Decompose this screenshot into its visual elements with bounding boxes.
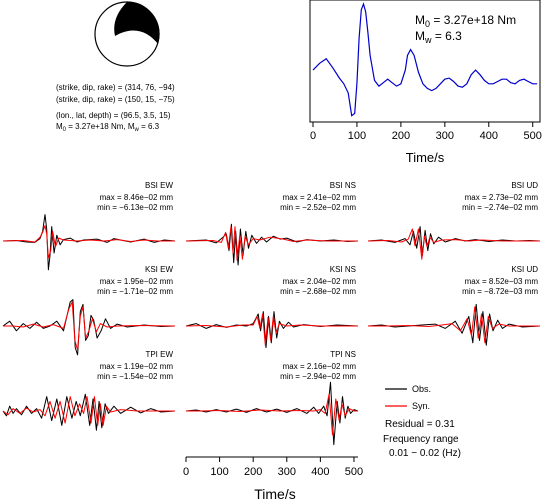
station-label: KSI NS: [330, 265, 356, 274]
observed-trace: [185, 223, 359, 266]
frequency-range-value: 0.01 − 0.02 (Hz): [389, 448, 461, 459]
station-label: BSI NS: [330, 181, 356, 190]
beachball: [94, 1, 160, 67]
stf-panel: M0 = 3.27e+18 Nm Mw = 6.3 0 100 200 300 400 5…: [309, 0, 542, 165]
source-param-line-3: (lon., lat, depth) = (96.5, 3.5, 15): [56, 111, 171, 120]
synthetic-trace: [186, 393, 358, 436]
max-amplitude: max = 8.46e−02 mm: [100, 193, 174, 202]
legend: Obs. Syn.: [385, 384, 431, 411]
source-parameters: (strike, dip, rake) = (314, 76, −94) (st…: [56, 83, 175, 133]
synthetic-trace: [185, 226, 358, 261]
station-label: BSI UD: [511, 181, 538, 190]
stf-xlabel: Time/s: [406, 150, 445, 165]
source-param-line-2: (strike, dip, rake) = (150, 15, −75): [56, 95, 175, 104]
min-amplitude: min = −6.13e−02 mm: [97, 203, 173, 212]
residual-label: Residual = 0.31: [385, 419, 455, 430]
min-amplitude: min = −2.94e−02 mm: [280, 372, 356, 381]
source-moment-line: M0 = 3.27e+18 Nm, Mw = 6.3: [56, 122, 160, 133]
synthetic-trace: [367, 228, 540, 260]
station-label: KSI UD: [511, 265, 538, 274]
station-label: BSI EW: [145, 181, 173, 190]
synthetic-trace: [185, 313, 358, 346]
observed-trace: [2, 393, 176, 431]
xtick-label: 500: [345, 466, 363, 478]
legend-obs-label: Obs.: [412, 384, 431, 394]
max-amplitude: max = 2.04e−02 mm: [283, 277, 357, 286]
stf-frame: [309, 0, 541, 123]
synthetic-trace: [2, 225, 175, 259]
min-amplitude: min = −2.74e−02 mm: [462, 203, 538, 212]
bottom-xlabel: Time/s: [254, 486, 295, 502]
max-amplitude: max = 2.41e−02 mm: [283, 193, 357, 202]
bottom-time-axis: 0 100 200 300 400 500: [183, 456, 363, 478]
observed-trace: [2, 299, 176, 356]
min-amplitude: min = −2.68e−02 mm: [280, 287, 356, 296]
min-amplitude: min = −1.54e−02 mm: [97, 372, 173, 381]
station-label: TPI EW: [145, 350, 173, 359]
min-amplitude: min = −1.71e−02 mm: [97, 287, 173, 296]
max-amplitude: max = 8.52e−03 mm: [465, 277, 539, 286]
min-amplitude: min = −2.52e−02 mm: [280, 203, 356, 212]
xtick-label: 400: [311, 466, 329, 478]
max-amplitude: max = 1.95e−02 mm: [100, 277, 174, 286]
stf-xtick-label: 300: [436, 130, 454, 142]
stf-xtick-label: 400: [480, 130, 498, 142]
max-amplitude: max = 2.73e−02 mm: [465, 193, 539, 202]
frequency-range-label: Frequency range: [383, 434, 459, 445]
legend-syn-label: Syn.: [412, 401, 430, 411]
xtick-label: 0: [183, 466, 189, 478]
observed-trace: [2, 214, 176, 271]
max-amplitude: max = 1.19e−02 mm: [100, 362, 174, 371]
station-label: KSI EW: [145, 265, 173, 274]
stf-curve: [312, 2, 538, 117]
stf-m0-label: M0 = 3.27e+18 Nm: [415, 13, 516, 29]
xtick-label: 200: [244, 466, 262, 478]
stf-xtick-label: 100: [348, 130, 366, 142]
xtick-label: 100: [210, 466, 228, 478]
stf-xtick-label: 0: [310, 130, 316, 142]
stf-xtick-label: 200: [392, 130, 410, 142]
max-amplitude: max = 2.16e−02 mm: [283, 362, 357, 371]
stf-xtick-label: 500: [524, 130, 542, 142]
synthetic-trace: [2, 396, 175, 426]
station-label: TPI NS: [330, 350, 356, 359]
source-param-line-1: (strike, dip, rake) = (314, 76, −94): [56, 83, 175, 92]
min-amplitude: min = −8.72e−03 mm: [462, 287, 538, 296]
stf-mw-label: Mw = 6.3: [415, 29, 462, 45]
synthetic-trace: [368, 306, 540, 344]
synthetic-trace: [3, 301, 176, 351]
xtick-label: 300: [278, 466, 296, 478]
